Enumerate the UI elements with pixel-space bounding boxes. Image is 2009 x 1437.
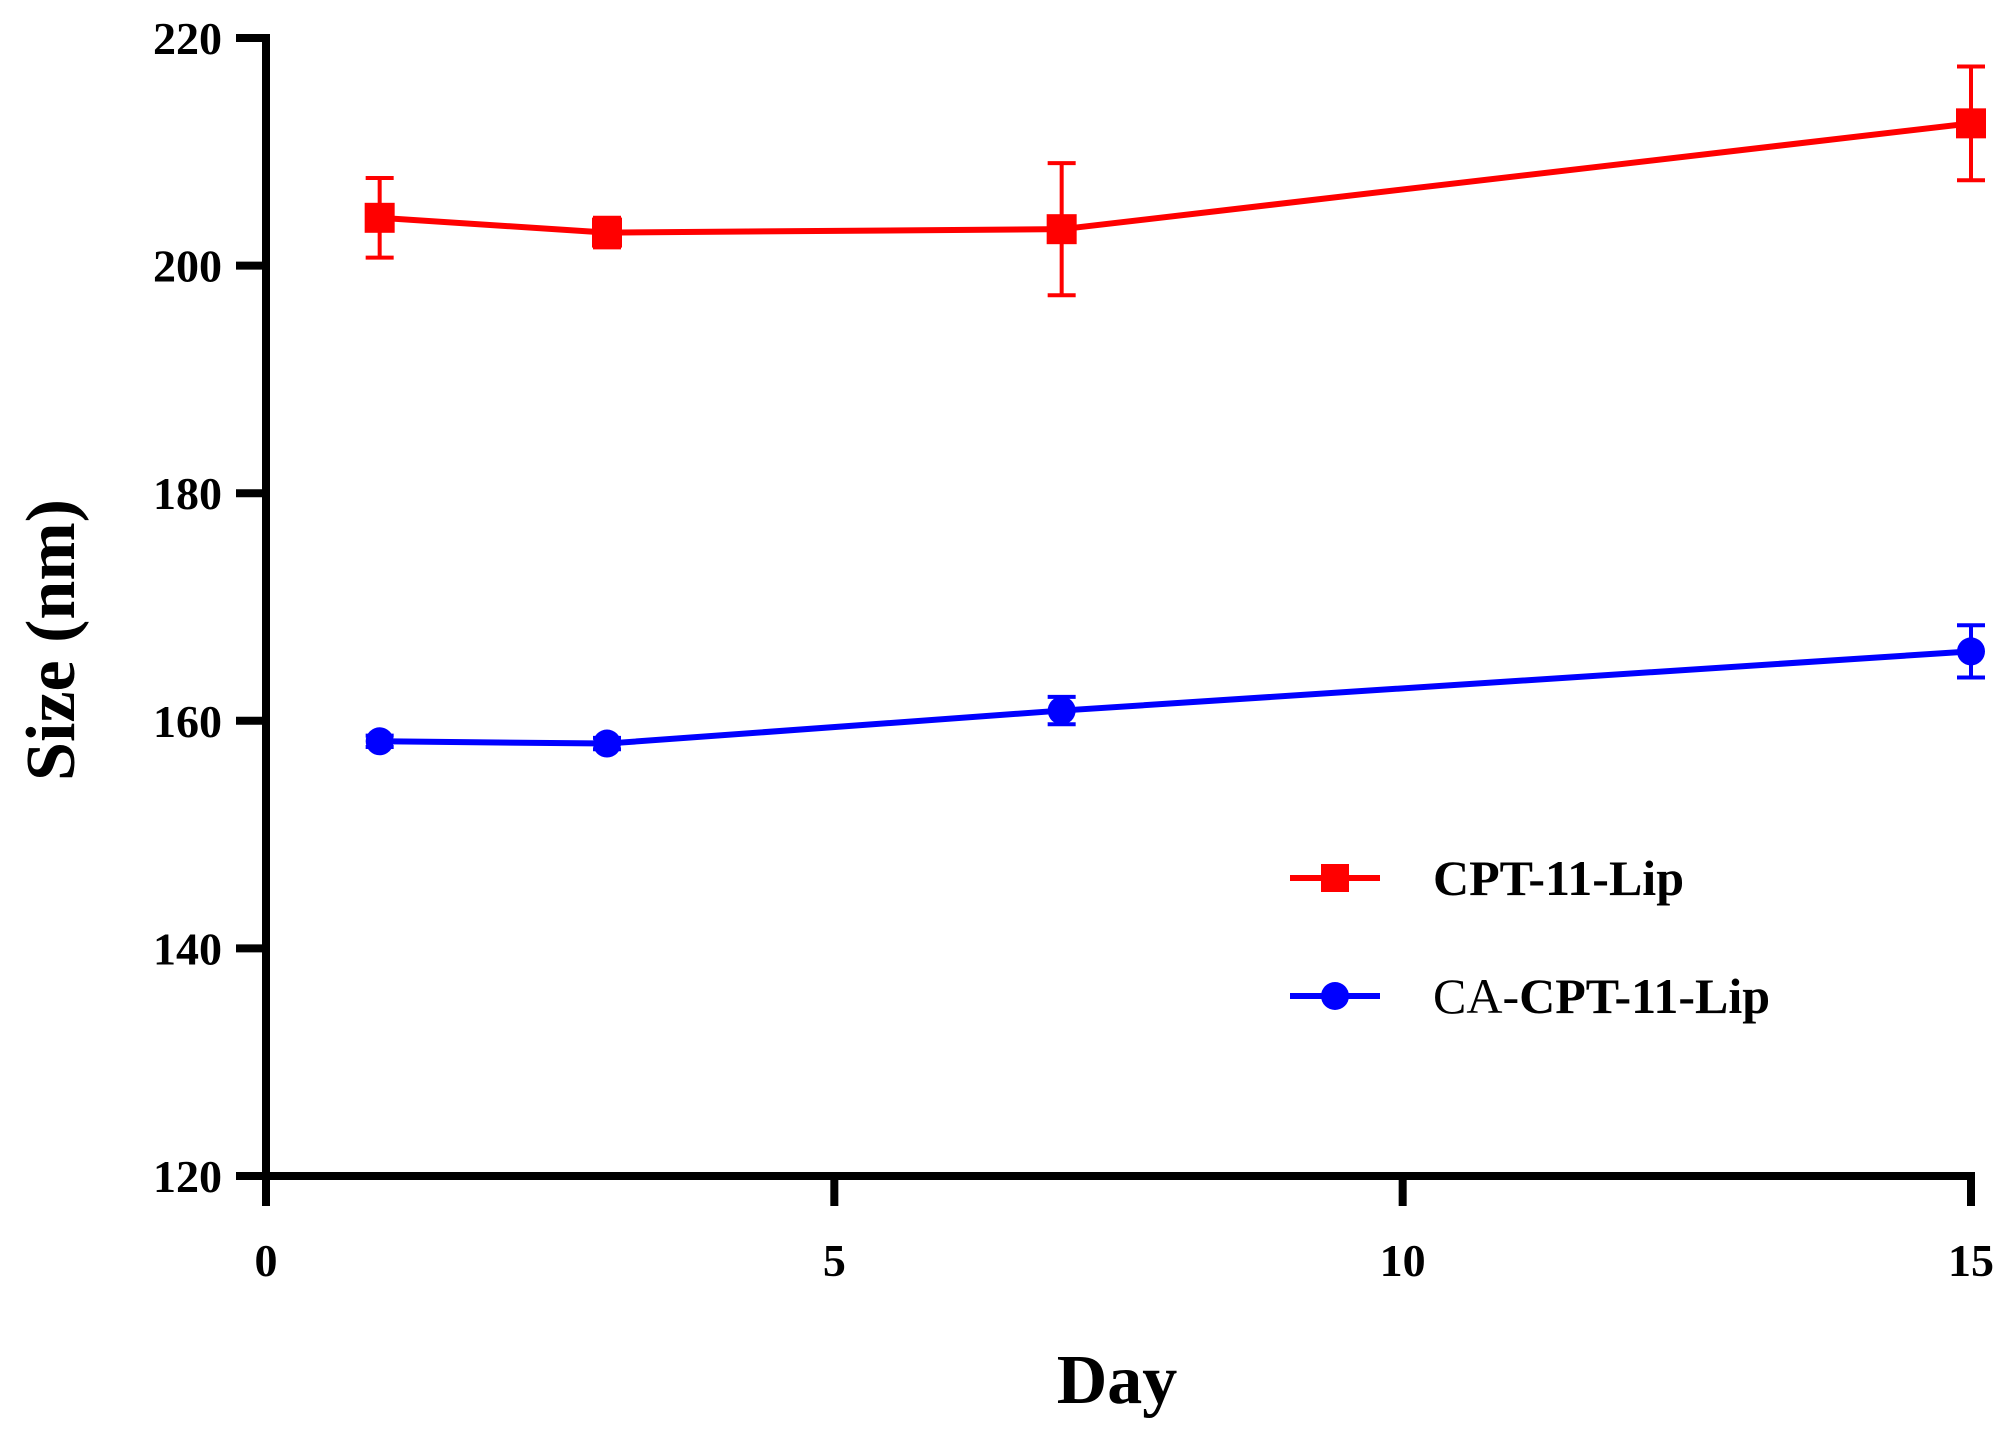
legend-label-prefix: CA- [1433, 968, 1519, 1024]
y-tick-label: 200 [153, 241, 222, 292]
x-axis-title: Day [1057, 1342, 1178, 1419]
y-tick-label: 120 [153, 1151, 222, 1202]
data-point [364, 202, 395, 233]
data-point [1047, 696, 1076, 725]
data-point [1957, 637, 1985, 666]
data-point [1956, 108, 1986, 139]
series-cpt-11-lip [364, 64, 1986, 298]
legend-marker-square [1321, 864, 1349, 892]
legend-marker-circle [1321, 982, 1349, 1010]
y-tick-label: 160 [153, 696, 222, 747]
data-point [365, 727, 394, 756]
y-tick-label: 180 [153, 468, 222, 519]
x-tick-label: 5 [823, 1235, 846, 1286]
series-ca-cpt-11-lip [365, 623, 1985, 758]
data-point [1046, 214, 1077, 245]
data-point [592, 217, 622, 248]
series-line-cpt-11-lip [379, 120, 1972, 236]
x-tick-label: 15 [1948, 1235, 1994, 1286]
series-line-ca-cpt-11-lip [379, 648, 1972, 747]
y-tick-label: 220 [153, 13, 222, 64]
x-tick-label: 10 [1380, 1235, 1426, 1286]
x-tick-label: 0 [255, 1235, 278, 1286]
legend-item-ca-cpt-11-lip: CA-CPT-11-Lip [1290, 968, 1770, 1024]
series-layer [364, 64, 1986, 758]
legend-label-ca-cpt-11-lip: CA-CPT-11-Lip [1433, 968, 1770, 1024]
legend-item-cpt-11-lip: CPT-11-Lip [1290, 850, 1684, 906]
y-axis-title: Size (nm) [13, 499, 90, 781]
legend-label-cpt-11-lip: CPT-11-Lip [1433, 850, 1684, 906]
legend-label-rest: CPT-11-Lip [1519, 968, 1770, 1024]
legend: CPT-11-Lip CA-CPT-11-Lip [1290, 850, 1770, 1024]
axes: 120 140 160 180 200 220 0 5 10 15 [153, 13, 1994, 1286]
data-point [593, 729, 621, 758]
y-tick-label: 140 [153, 923, 222, 974]
